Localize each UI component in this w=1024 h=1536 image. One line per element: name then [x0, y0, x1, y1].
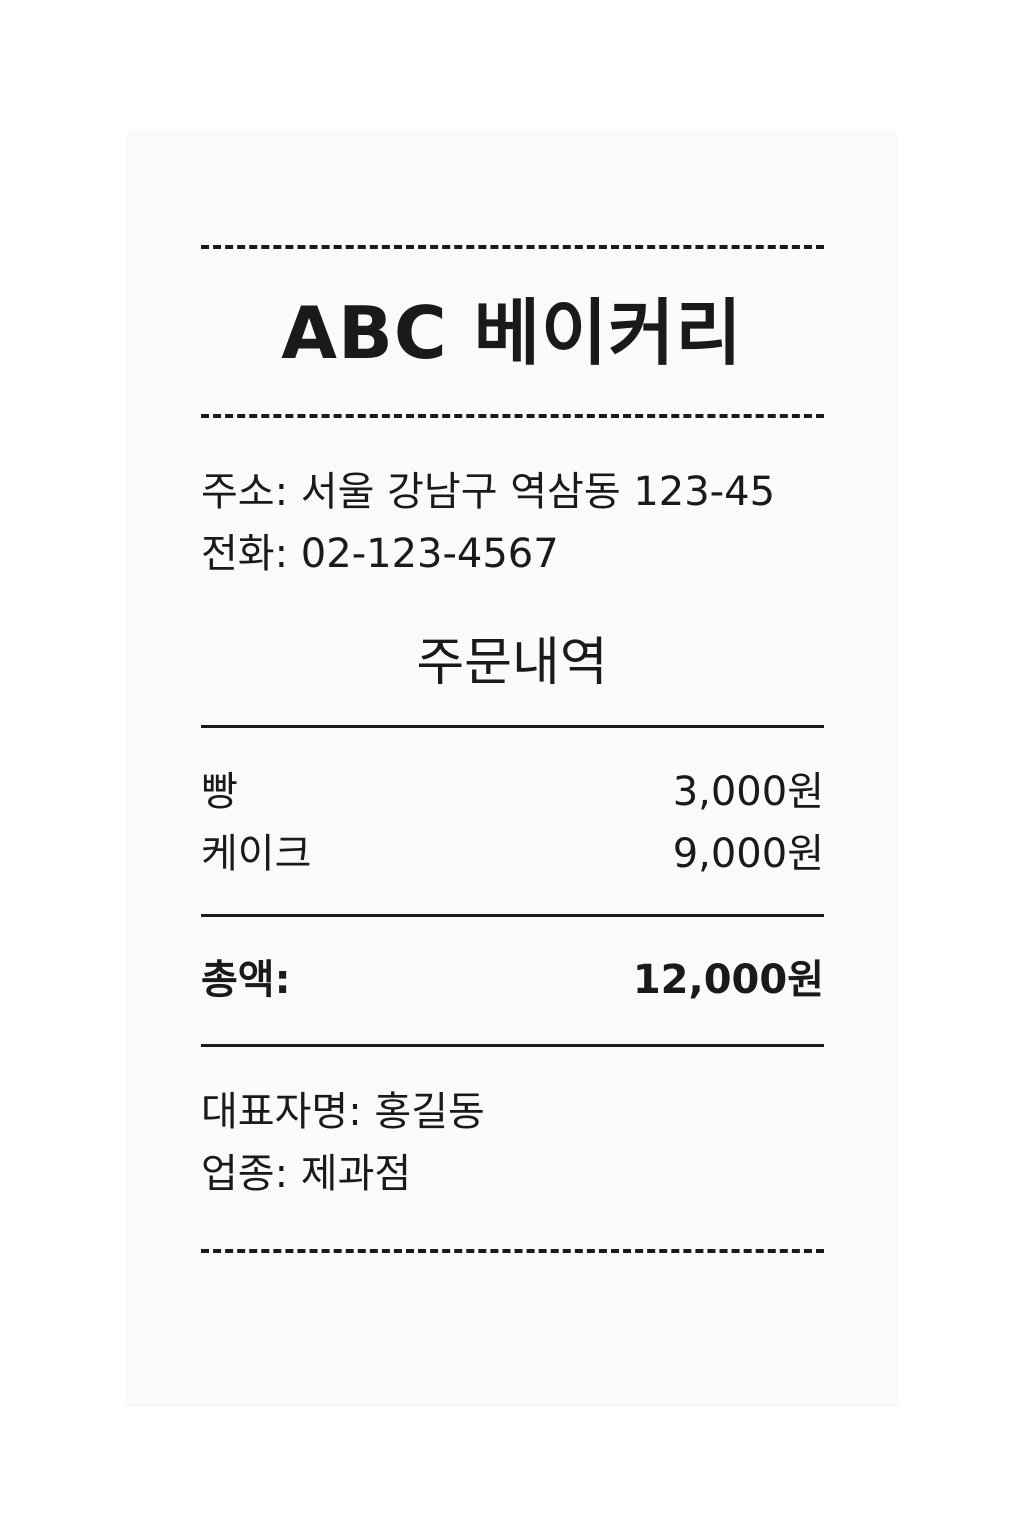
owner-name: 대표자명: 홍길동	[201, 1089, 485, 1135]
item-price: 3,000원	[672, 769, 824, 815]
order-item-row: 빵 3,000원	[201, 767, 824, 817]
business-type: 업종: 제과점	[201, 1151, 412, 1197]
total-bottom-divider	[201, 1044, 824, 1047]
store-name: ABC 베이커리	[281, 291, 743, 375]
top-dashed-divider	[201, 245, 824, 249]
items-bottom-divider	[201, 914, 824, 917]
order-item-row: 케이크 9,000원	[201, 829, 824, 879]
store-address: 주소: 서울 강남구 역삼동 123-45	[201, 469, 776, 515]
item-price: 9,000원	[672, 831, 824, 877]
receipt: ABC 베이커리 주소: 서울 강남구 역삼동 123-45 전화: 02-12…	[128, 131, 896, 1404]
order-top-divider	[201, 725, 824, 728]
header-dashed-divider	[201, 414, 824, 418]
item-name: 케이크	[201, 831, 312, 877]
total-label: 총액:	[201, 957, 291, 1003]
bottom-dashed-divider	[201, 1249, 824, 1253]
store-phone: 전화: 02-123-4567	[201, 531, 559, 577]
total-value: 12,000원	[632, 957, 824, 1003]
total-row: 총액: 12,000원	[201, 955, 824, 1005]
order-section-title: 주문내역	[416, 633, 608, 693]
item-name: 빵	[201, 769, 238, 815]
